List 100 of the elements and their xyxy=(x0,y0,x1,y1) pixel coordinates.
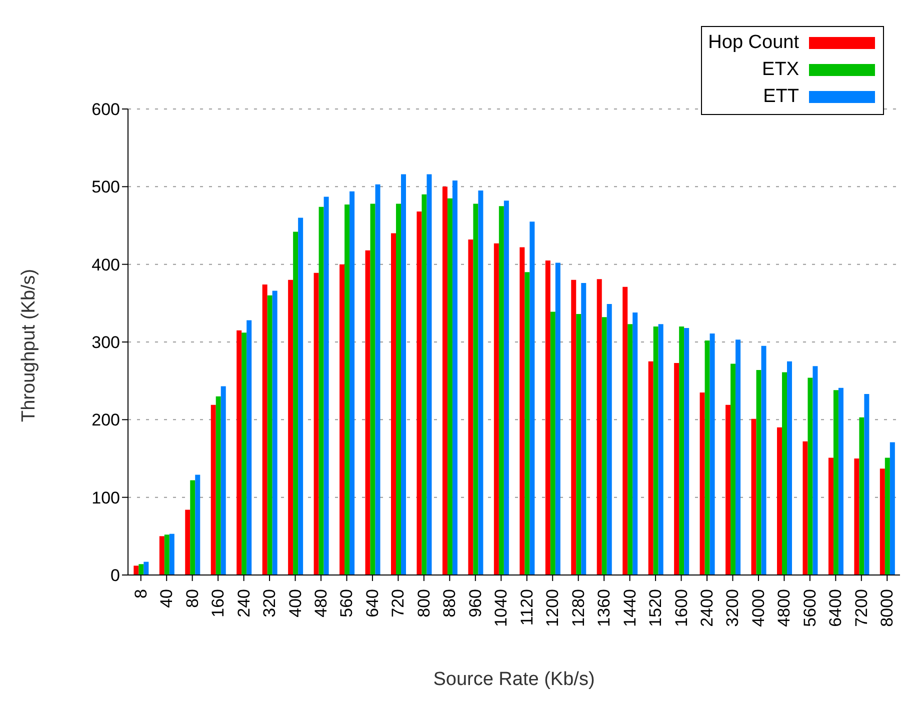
bar xyxy=(452,180,458,575)
bar xyxy=(828,458,834,575)
x-tick-label: 4800 xyxy=(774,589,794,627)
bar xyxy=(344,204,350,575)
bar xyxy=(190,480,196,575)
bar xyxy=(782,372,787,575)
bar xyxy=(272,290,278,575)
x-tick-label: 1520 xyxy=(646,589,666,627)
bar xyxy=(298,218,304,575)
bar xyxy=(555,262,560,575)
bar xyxy=(751,418,756,575)
x-tick-label: 5600 xyxy=(800,589,820,627)
bar xyxy=(648,361,654,575)
bar xyxy=(375,184,380,575)
bar xyxy=(808,378,813,575)
bar xyxy=(628,324,633,575)
x-tick-label: 80 xyxy=(182,589,202,608)
bar xyxy=(838,388,844,575)
x-tick-label: 400 xyxy=(286,589,305,618)
y-axis-title: Throughput (Kb/s) xyxy=(18,268,40,422)
bar xyxy=(576,314,582,575)
bar xyxy=(504,200,509,575)
bar xyxy=(571,280,576,575)
bar xyxy=(884,458,890,575)
bar xyxy=(859,417,864,575)
bar xyxy=(622,286,628,575)
legend-label: Hop Count xyxy=(708,32,799,54)
bar xyxy=(520,247,525,575)
bar xyxy=(185,510,190,575)
bar xyxy=(390,233,396,575)
bar xyxy=(195,474,200,575)
bar xyxy=(700,392,705,575)
bar xyxy=(210,404,216,575)
bar xyxy=(726,404,731,575)
bar xyxy=(370,204,376,575)
bar xyxy=(602,317,607,575)
x-tick-label: 1440 xyxy=(620,589,640,627)
bar xyxy=(400,174,406,575)
bar xyxy=(776,427,782,575)
bar xyxy=(288,280,294,575)
bar xyxy=(550,312,556,575)
bar xyxy=(340,264,345,575)
bar xyxy=(242,332,247,575)
bar xyxy=(674,362,680,575)
bar xyxy=(169,534,174,575)
x-tick-label: 640 xyxy=(362,589,382,618)
legend-label: ETX xyxy=(762,58,799,80)
bar xyxy=(786,361,792,575)
legend-label: ETT xyxy=(763,86,799,108)
bar xyxy=(236,330,242,575)
bar xyxy=(426,174,432,575)
x-tick-label: 960 xyxy=(466,589,485,618)
bar xyxy=(220,386,226,575)
x-tick-label: 1040 xyxy=(492,589,511,627)
bar xyxy=(833,390,838,575)
x-tick-label: 1280 xyxy=(568,589,588,627)
bar xyxy=(632,312,638,575)
y-tick-label: 0 xyxy=(110,566,120,586)
x-tick-label: 560 xyxy=(337,589,356,618)
x-tick-label: 1600 xyxy=(672,589,691,627)
x-tick-label: 3200 xyxy=(723,589,742,627)
bar xyxy=(324,196,329,575)
bar xyxy=(164,534,170,575)
bar xyxy=(293,232,298,575)
bar xyxy=(314,272,319,575)
y-tick-label: 500 xyxy=(92,178,120,197)
bar xyxy=(606,304,612,575)
x-axis-title: Source Rate (Kb/s) xyxy=(433,669,595,690)
bar xyxy=(262,284,268,575)
bar xyxy=(802,441,808,575)
bar xyxy=(653,326,658,575)
y-tick-label: 600 xyxy=(92,100,120,120)
bar xyxy=(498,206,504,575)
bar xyxy=(710,333,715,575)
bar xyxy=(422,194,427,575)
x-tick-label: 4000 xyxy=(748,589,768,627)
bar xyxy=(246,320,252,575)
bar xyxy=(581,282,586,575)
x-tick-label: 1360 xyxy=(594,589,614,627)
x-tick-label: 880 xyxy=(440,589,460,618)
x-tick-label: 160 xyxy=(208,589,228,618)
bar xyxy=(530,222,535,575)
bar xyxy=(447,198,452,575)
x-tick-label: 720 xyxy=(388,589,408,618)
bar xyxy=(684,328,690,575)
bar xyxy=(468,239,474,575)
bar xyxy=(350,191,355,575)
x-tick-label: 7200 xyxy=(852,589,871,627)
bar xyxy=(478,190,484,575)
bar xyxy=(880,468,885,575)
bar xyxy=(812,366,818,575)
x-tick-label: 240 xyxy=(234,589,254,618)
bar xyxy=(854,458,860,575)
bar xyxy=(545,260,550,575)
bar xyxy=(318,206,324,575)
bar xyxy=(473,204,478,575)
x-tick-label: 1200 xyxy=(543,589,562,627)
x-tick-label: 2400 xyxy=(698,589,716,627)
bar xyxy=(736,340,741,575)
bar xyxy=(442,186,448,575)
